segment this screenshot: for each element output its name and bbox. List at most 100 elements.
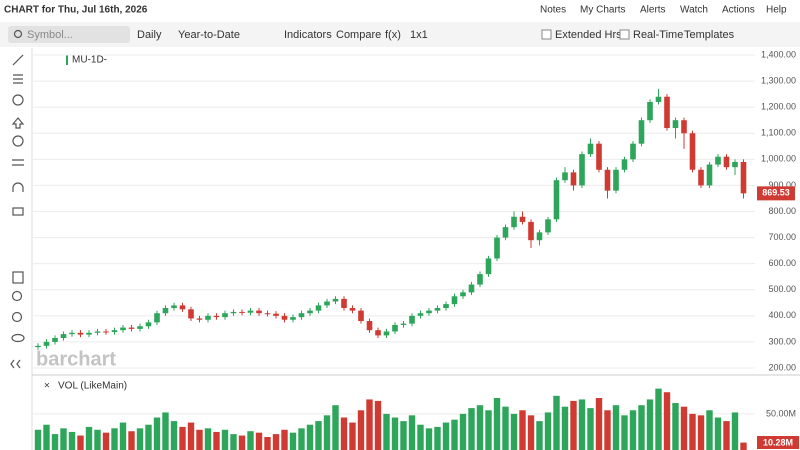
- tool-zoom-out[interactable]: [11, 311, 23, 323]
- candle-body: [298, 313, 305, 318]
- volume-bar: [34, 429, 42, 450]
- volume-bar: [153, 417, 161, 450]
- candle-body: [307, 310, 313, 314]
- candle-body: [375, 330, 381, 336]
- tool-measure[interactable]: [12, 159, 24, 166]
- toolbar-items: Daily Year-to-Date Indicators Compare f(x) 1x…: [137, 29, 735, 41]
- volume-bar: [442, 422, 450, 450]
- candle-body: [494, 237, 500, 259]
- toolbar-item[interactable]: Indicators: [284, 29, 332, 41]
- toolbar-item[interactable]: Compare: [336, 29, 381, 41]
- candle-body: [698, 169, 704, 186]
- volume-bar: [255, 432, 263, 450]
- candle-body: [392, 324, 398, 332]
- tool-line[interactable]: [12, 54, 24, 66]
- toolbar-item[interactable]: 1x1: [410, 29, 428, 41]
- candle-body: [536, 232, 543, 241]
- volume-bar: [451, 419, 458, 450]
- header-link[interactable]: Help: [766, 5, 787, 16]
- tool-shape[interactable]: [12, 94, 24, 106]
- volume-bar: [697, 415, 705, 450]
- candle-body: [613, 169, 619, 191]
- candle-body: [205, 315, 211, 320]
- candle-body: [222, 313, 228, 318]
- candle-body: [332, 298, 339, 302]
- volume-bar: [187, 422, 195, 450]
- volume-bar: [43, 424, 50, 450]
- candle-body: [672, 120, 679, 129]
- candle-body: [349, 308, 356, 311]
- volume-bar: [740, 442, 747, 450]
- tool-zoom-in[interactable]: [11, 290, 23, 302]
- y-tick-label: 200.00: [768, 362, 796, 372]
- candle-body: [264, 313, 271, 315]
- candle-body: [145, 322, 152, 327]
- volume-bar: [77, 435, 84, 450]
- toolbar-item[interactable]: f(x): [385, 29, 401, 41]
- candle-body: [587, 143, 594, 155]
- candle-body: [723, 156, 730, 168]
- toggle-label[interactable]: Extended Hrs: [555, 29, 622, 41]
- tool-delete[interactable]: [12, 271, 24, 284]
- candle-body: [400, 323, 407, 325]
- candle-body: [120, 327, 126, 331]
- tool-lock[interactable]: [12, 207, 24, 216]
- templates[interactable]: Templates: [684, 29, 735, 41]
- tool-eye[interactable]: [11, 333, 25, 343]
- candle-body: [409, 315, 415, 324]
- tool-fib[interactable]: [13, 74, 23, 84]
- checkbox[interactable]: [541, 29, 552, 40]
- candle-body: [519, 216, 526, 222]
- symbol-placeholder: Symbol...: [27, 29, 73, 41]
- y-tick-label: 1,300.00: [761, 75, 796, 85]
- volume-bar: [502, 406, 509, 450]
- header-link[interactable]: Notes: [540, 5, 566, 16]
- header-link[interactable]: Alerts: [640, 5, 666, 16]
- tool-magnet[interactable]: [12, 182, 24, 192]
- volume-bar: [561, 406, 569, 450]
- header-link[interactable]: My Charts: [580, 5, 626, 16]
- volume-bar: [366, 399, 373, 450]
- volume-bar: [476, 405, 484, 450]
- volume-bar: [663, 392, 671, 450]
- y-tick-label: 400.00: [768, 310, 796, 320]
- candle-body: [247, 310, 254, 313]
- value-label: 10.28M: [763, 437, 793, 447]
- toggle-label[interactable]: Real-Time: [633, 29, 683, 41]
- candle-body: [553, 180, 560, 220]
- volume-bar: [493, 398, 501, 450]
- y-tick-label: 50.00M: [766, 408, 796, 418]
- candle-body: [485, 258, 492, 275]
- volume-bar: [383, 413, 390, 450]
- symbol-search[interactable]: [8, 26, 130, 43]
- candle-body: [86, 332, 92, 335]
- collapse[interactable]: [10, 359, 21, 369]
- toolbar-item[interactable]: Daily: [137, 29, 162, 41]
- checkbox[interactable]: [619, 29, 630, 40]
- volume-bar: [315, 421, 322, 450]
- volume-bar: [85, 426, 93, 450]
- page-title: CHART for Thu, Jul 16th, 2026: [4, 5, 148, 16]
- tool-info[interactable]: [12, 135, 24, 147]
- candle-body: [188, 309, 194, 319]
- candle-body: [52, 338, 58, 342]
- candle-body: [417, 313, 424, 316]
- volume-bar: [272, 434, 280, 450]
- sidebar: [10, 54, 25, 369]
- toolbar-item[interactable]: Year-to-Date: [178, 29, 240, 41]
- volume-bar: [621, 415, 628, 450]
- close-pane[interactable]: ×: [44, 381, 50, 392]
- header-link[interactable]: Watch: [680, 5, 708, 16]
- volume-bar: [400, 421, 407, 450]
- tool-arrow[interactable]: [11, 117, 25, 129]
- header-link[interactable]: Actions: [722, 5, 755, 16]
- volume-bar: [425, 428, 433, 450]
- volume-bar: [136, 428, 144, 450]
- volume-bar: [510, 413, 518, 450]
- candle-body: [94, 331, 101, 333]
- volume-bar: [306, 424, 314, 450]
- candle-body: [545, 219, 551, 233]
- candle-body: [77, 332, 84, 335]
- candle-body: [604, 169, 611, 191]
